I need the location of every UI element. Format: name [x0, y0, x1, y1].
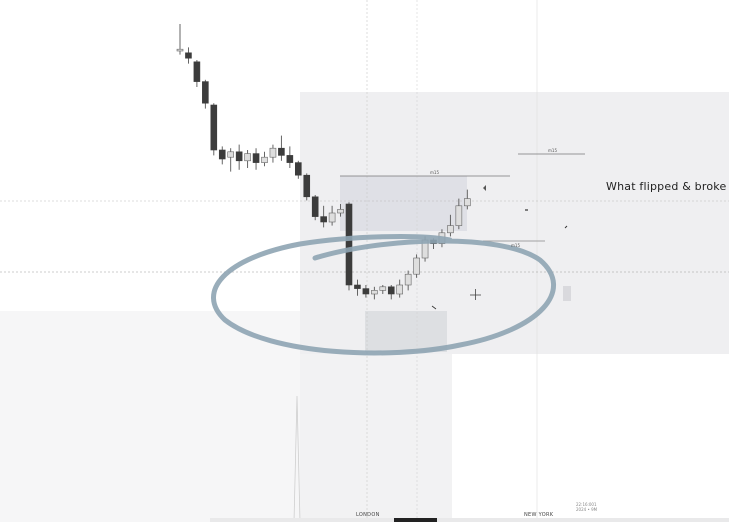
candle-down: [252, 153, 260, 163]
candle-down: [354, 284, 361, 289]
candle-up: [244, 153, 251, 162]
candle-up: [396, 284, 404, 295]
timestamp: 22:16:001 2024 • 9M: [576, 502, 597, 512]
marker-arrow-3: [564, 225, 568, 229]
candle-up: [227, 151, 234, 158]
candle-down: [320, 216, 327, 223]
candle-up: [371, 290, 378, 295]
candle-up: [379, 286, 387, 291]
candle-down: [218, 149, 226, 160]
candle-down: [202, 81, 209, 104]
candle-down: [345, 203, 353, 286]
candle-down: [210, 104, 218, 151]
candle-up: [261, 156, 268, 163]
candle-up: [337, 209, 344, 214]
crosshair-icon: [470, 289, 481, 300]
candle-up: [404, 273, 412, 286]
highlight-ellipse: [211, 234, 556, 356]
candle-up: [328, 212, 336, 223]
zone-box-lower: [365, 311, 447, 352]
candle-down: [311, 196, 319, 217]
candle-down: [303, 174, 311, 198]
marker-arrow-1: [483, 185, 486, 191]
candles-group: [176, 24, 471, 300]
candle-down: [294, 162, 302, 176]
candle-up: [463, 198, 471, 207]
annotation-text: What flipped & broke t: [606, 180, 729, 193]
session-shade-lower-left: [0, 311, 300, 522]
candle-down: [286, 155, 294, 163]
candle-up: [447, 225, 454, 234]
level-label-mid: m15: [511, 243, 520, 248]
marker-arrow-4: [431, 305, 437, 310]
timestamp-line-1: 22:16:001: [576, 502, 597, 507]
timestamp-line-2: 2024 • 9M: [576, 507, 598, 512]
candle-down: [387, 286, 395, 295]
mini-zone-right: [563, 286, 571, 301]
level-label-top: m15: [548, 148, 557, 153]
zone-box-upper: [340, 176, 467, 231]
candle-up: [413, 257, 420, 275]
candle-up: [455, 205, 463, 226]
candle-up: [269, 147, 277, 158]
candle-down: [362, 288, 370, 295]
time-axis-highlight: [394, 518, 437, 522]
candle-down: [193, 61, 201, 82]
candle-down: [278, 147, 285, 156]
session-label-new-york: NEW YORK: [524, 512, 554, 518]
session-label-london: LONDON: [356, 512, 380, 518]
session-shade-lower: [300, 354, 452, 522]
time-axis-bar: [210, 518, 729, 522]
candle-up: [176, 48, 184, 52]
candle-down: [185, 52, 192, 59]
level-label-box: m15: [430, 170, 439, 175]
candle-down: [235, 151, 243, 162]
volume-spike: [293, 395, 301, 523]
